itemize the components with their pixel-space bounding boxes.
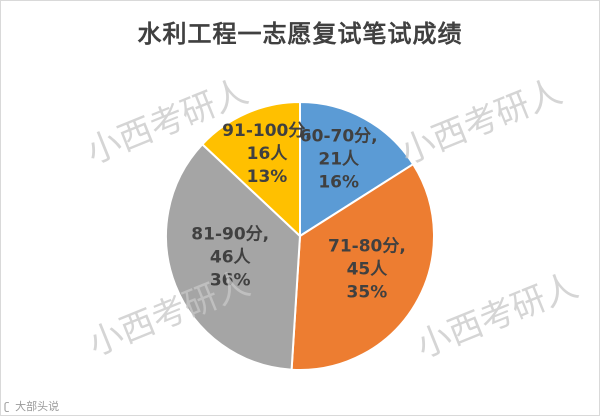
slice-range-label: 81-90分, [191,225,269,245]
slice-range-label: 60-70分, [300,127,378,147]
logo-icon: ʗ [4,400,10,413]
slice-percent-label: 13% [247,167,288,187]
slice-count-label: 46人 [210,248,252,268]
slice-range-label: 91-100分, [222,121,312,141]
slice-percent-label: 35% [347,283,388,303]
slice-range-label: 71-80分, [328,237,406,257]
pie-slice-label: 71-80分, 45人 35% [328,237,406,303]
footer: ʗ 大部头说 [4,398,59,414]
chart-title: 水利工程一志愿复试笔试成绩 [137,20,463,48]
pie-slices [165,100,436,371]
pie-labels: 60-70分, 21人 16% 71-80分, 45人 35% 81-90分, 46人 36% 9… [191,121,406,303]
pie-slice [165,142,302,371]
slice-count-label: 21人 [318,150,360,170]
slice-percent-label: 16% [318,173,359,193]
slice-count-label: 16人 [247,144,289,164]
pie-slice-label: 81-90分, 46人 36% [191,225,269,291]
pie-slice [200,100,301,239]
slice-count-label: 45人 [347,260,389,280]
pie-slice-label: 91-100分, 16人 13% [222,121,312,187]
pie-slice [290,162,436,371]
footer-text: 大部头说 [15,400,60,413]
slice-percent-label: 36% [210,271,251,291]
pie-slice-label: 60-70分, 21人 16% [300,127,378,193]
pie-slice [299,100,415,238]
